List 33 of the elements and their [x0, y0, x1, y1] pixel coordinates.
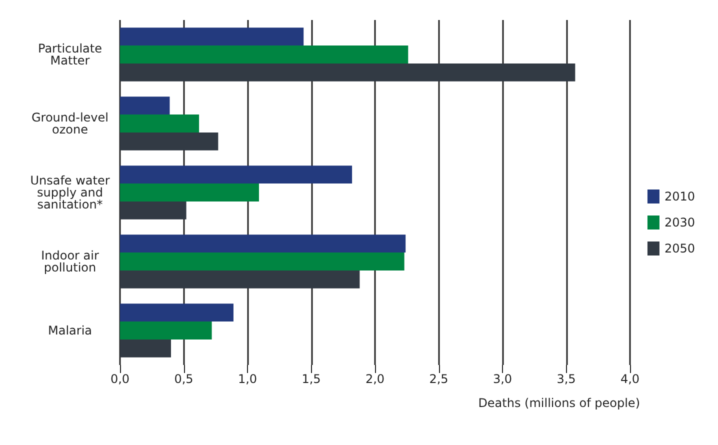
- legend-label: 2010: [664, 190, 696, 204]
- x-tick-label: 2,5: [429, 372, 448, 386]
- bar: [120, 46, 408, 64]
- bar: [120, 304, 234, 322]
- legend-label: 2030: [664, 216, 696, 230]
- y-tick-label: Particulate Matter: [38, 42, 102, 68]
- bar: [120, 114, 200, 132]
- bar: [120, 322, 212, 340]
- bar: [120, 234, 406, 253]
- x-tick-label: 4,0: [620, 372, 640, 386]
- bar: [120, 166, 352, 184]
- x-tick-label: 0,0: [110, 372, 130, 386]
- x-tick-label: 1,5: [302, 372, 321, 386]
- bar: [120, 132, 218, 150]
- legend-label: 2050: [664, 242, 696, 256]
- bar: [120, 184, 259, 202]
- x-axis-title: Deaths (millions of people): [478, 396, 640, 410]
- x-tick-label: 3,5: [556, 372, 576, 386]
- bar: [120, 63, 576, 82]
- x-tick-label: 1,0: [238, 372, 258, 386]
- bar: [120, 270, 360, 288]
- x-tick-label: 3,0: [492, 372, 512, 386]
- y-tick-label: Ground-level ozone: [31, 110, 109, 136]
- bar: [120, 252, 404, 270]
- x-tick-label: 0,5: [174, 372, 194, 386]
- bar: [120, 201, 186, 220]
- y-tick-label: Malaria: [48, 324, 92, 338]
- bar: [120, 339, 171, 358]
- bar: [120, 28, 304, 46]
- y-tick-label: Unsafe water supply and sanitation*: [30, 174, 110, 212]
- bar: [120, 96, 170, 115]
- y-tick-label: Indoor air pollution: [41, 248, 99, 274]
- x-tick-label: 2,0: [365, 372, 385, 386]
